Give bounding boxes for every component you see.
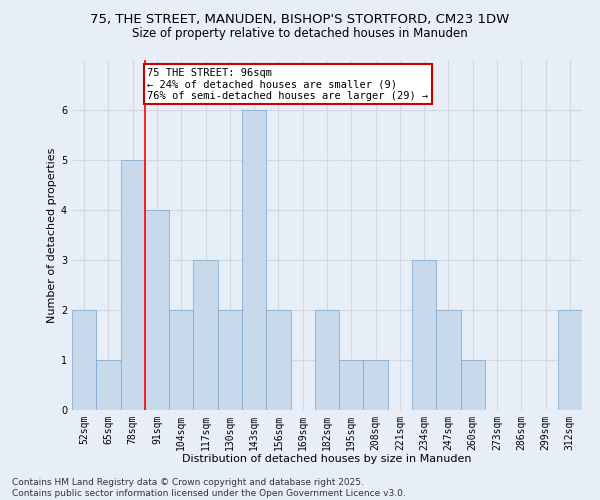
Text: Contains HM Land Registry data © Crown copyright and database right 2025.
Contai: Contains HM Land Registry data © Crown c… — [12, 478, 406, 498]
Bar — [339, 360, 364, 410]
Bar — [218, 310, 242, 410]
Text: 75 THE STREET: 96sqm
← 24% of detached houses are smaller (9)
76% of semi-detach: 75 THE STREET: 96sqm ← 24% of detached h… — [147, 68, 428, 100]
Y-axis label: Number of detached properties: Number of detached properties — [47, 148, 57, 322]
Bar — [145, 210, 169, 410]
Bar — [266, 310, 290, 410]
Bar — [436, 310, 461, 410]
Bar — [315, 310, 339, 410]
Text: 75, THE STREET, MANUDEN, BISHOP'S STORTFORD, CM23 1DW: 75, THE STREET, MANUDEN, BISHOP'S STORTF… — [91, 12, 509, 26]
Bar — [72, 310, 96, 410]
Bar — [412, 260, 436, 410]
Bar — [121, 160, 145, 410]
X-axis label: Distribution of detached houses by size in Manuden: Distribution of detached houses by size … — [182, 454, 472, 464]
Bar — [193, 260, 218, 410]
Bar — [461, 360, 485, 410]
Bar — [169, 310, 193, 410]
Bar — [242, 110, 266, 410]
Bar — [558, 310, 582, 410]
Bar — [96, 360, 121, 410]
Text: Size of property relative to detached houses in Manuden: Size of property relative to detached ho… — [132, 28, 468, 40]
Bar — [364, 360, 388, 410]
